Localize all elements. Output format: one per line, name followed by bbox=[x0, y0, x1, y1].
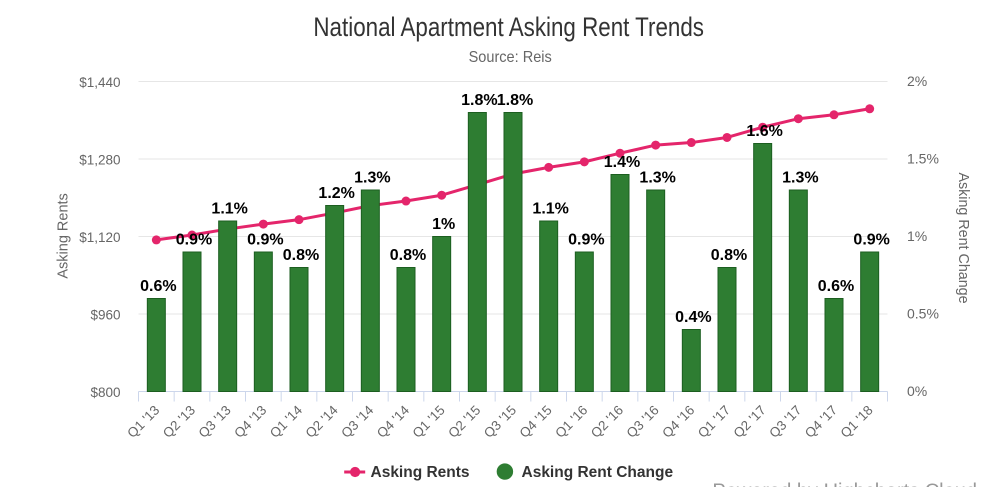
svg-text:$1,440: $1,440 bbox=[79, 75, 120, 90]
svg-text:$1,280: $1,280 bbox=[79, 153, 120, 168]
svg-text:0.9%: 0.9% bbox=[247, 231, 283, 248]
svg-text:1.5%: 1.5% bbox=[907, 151, 939, 167]
svg-text:0.4%: 0.4% bbox=[675, 309, 711, 326]
svg-text:1.1%: 1.1% bbox=[532, 200, 568, 217]
svg-text:1.8%: 1.8% bbox=[461, 92, 497, 109]
svg-text:0%: 0% bbox=[907, 383, 927, 399]
svg-text:2%: 2% bbox=[907, 73, 927, 89]
svg-text:Source: Reis: Source: Reis bbox=[469, 49, 552, 66]
svg-text:1.3%: 1.3% bbox=[782, 169, 818, 186]
svg-text:1.1%: 1.1% bbox=[211, 200, 247, 217]
svg-text:Powered by Highcharts Cloud: Powered by Highcharts Cloud bbox=[712, 481, 977, 488]
svg-text:0.6%: 0.6% bbox=[140, 278, 176, 295]
svg-text:0.6%: 0.6% bbox=[818, 278, 854, 295]
svg-text:0.9%: 0.9% bbox=[568, 231, 604, 248]
svg-text:1.2%: 1.2% bbox=[318, 185, 354, 202]
svg-text:1%: 1% bbox=[432, 216, 455, 233]
svg-text:Asking Rents: Asking Rents bbox=[371, 464, 470, 481]
svg-text:0.9%: 0.9% bbox=[853, 231, 889, 248]
svg-text:Asking Rent Change: Asking Rent Change bbox=[955, 172, 971, 303]
svg-text:0.9%: 0.9% bbox=[176, 231, 212, 248]
svg-text:1.3%: 1.3% bbox=[639, 169, 675, 186]
svg-text:$960: $960 bbox=[90, 308, 120, 323]
svg-text:1.8%: 1.8% bbox=[497, 92, 533, 109]
svg-text:National Apartment Asking Rent: National Apartment Asking Rent Trends bbox=[313, 12, 704, 42]
svg-text:0.8%: 0.8% bbox=[390, 247, 426, 264]
svg-text:$1,120: $1,120 bbox=[79, 230, 120, 245]
svg-text:$800: $800 bbox=[90, 385, 120, 400]
svg-text:1.6%: 1.6% bbox=[746, 123, 782, 140]
svg-text:1%: 1% bbox=[907, 228, 927, 244]
svg-text:1.3%: 1.3% bbox=[354, 169, 390, 186]
svg-text:Asking Rents: Asking Rents bbox=[56, 193, 72, 278]
svg-text:0.8%: 0.8% bbox=[283, 247, 319, 264]
svg-text:1.4%: 1.4% bbox=[604, 154, 640, 171]
svg-text:0.8%: 0.8% bbox=[711, 247, 747, 264]
svg-text:0.5%: 0.5% bbox=[907, 306, 939, 322]
svg-text:Asking Rent Change: Asking Rent Change bbox=[522, 464, 674, 481]
